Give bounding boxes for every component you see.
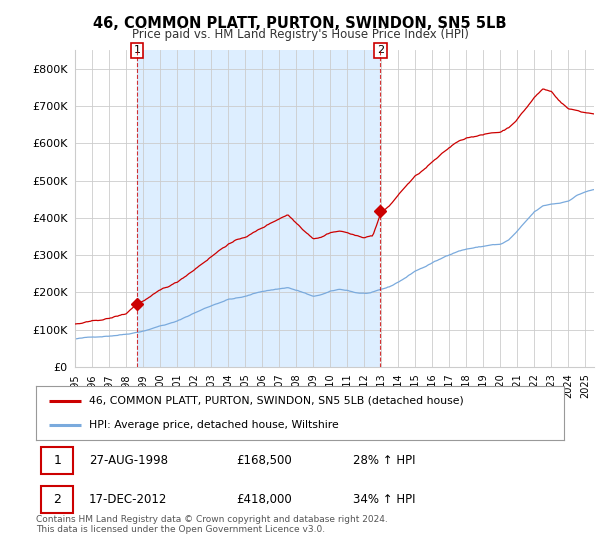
Bar (41, 447, 73, 474)
Text: 2: 2 (53, 493, 61, 506)
Text: 46, COMMON PLATT, PURTON, SWINDON, SN5 5LB: 46, COMMON PLATT, PURTON, SWINDON, SN5 5… (93, 16, 507, 31)
Text: 46, COMMON PLATT, PURTON, SWINDON, SN5 5LB (detached house): 46, COMMON PLATT, PURTON, SWINDON, SN5 5… (89, 396, 464, 406)
Text: This data is licensed under the Open Government Licence v3.0.: This data is licensed under the Open Gov… (36, 525, 325, 534)
Text: 1: 1 (53, 454, 61, 467)
Text: 28% ↑ HPI: 28% ↑ HPI (353, 454, 415, 467)
Text: 27-AUG-1998: 27-AUG-1998 (89, 454, 168, 467)
Text: Price paid vs. HM Land Registry's House Price Index (HPI): Price paid vs. HM Land Registry's House … (131, 28, 469, 41)
Text: 34% ↑ HPI: 34% ↑ HPI (353, 493, 415, 506)
Text: 17-DEC-2012: 17-DEC-2012 (89, 493, 167, 506)
Bar (137, 50, 380, 367)
Text: £418,000: £418,000 (236, 493, 292, 506)
Text: £168,500: £168,500 (236, 454, 292, 467)
Bar (41, 486, 73, 514)
Text: 1: 1 (134, 45, 140, 55)
Text: 2: 2 (377, 45, 384, 55)
Text: Contains HM Land Registry data © Crown copyright and database right 2024.: Contains HM Land Registry data © Crown c… (36, 515, 388, 524)
Text: HPI: Average price, detached house, Wiltshire: HPI: Average price, detached house, Wilt… (89, 420, 338, 430)
